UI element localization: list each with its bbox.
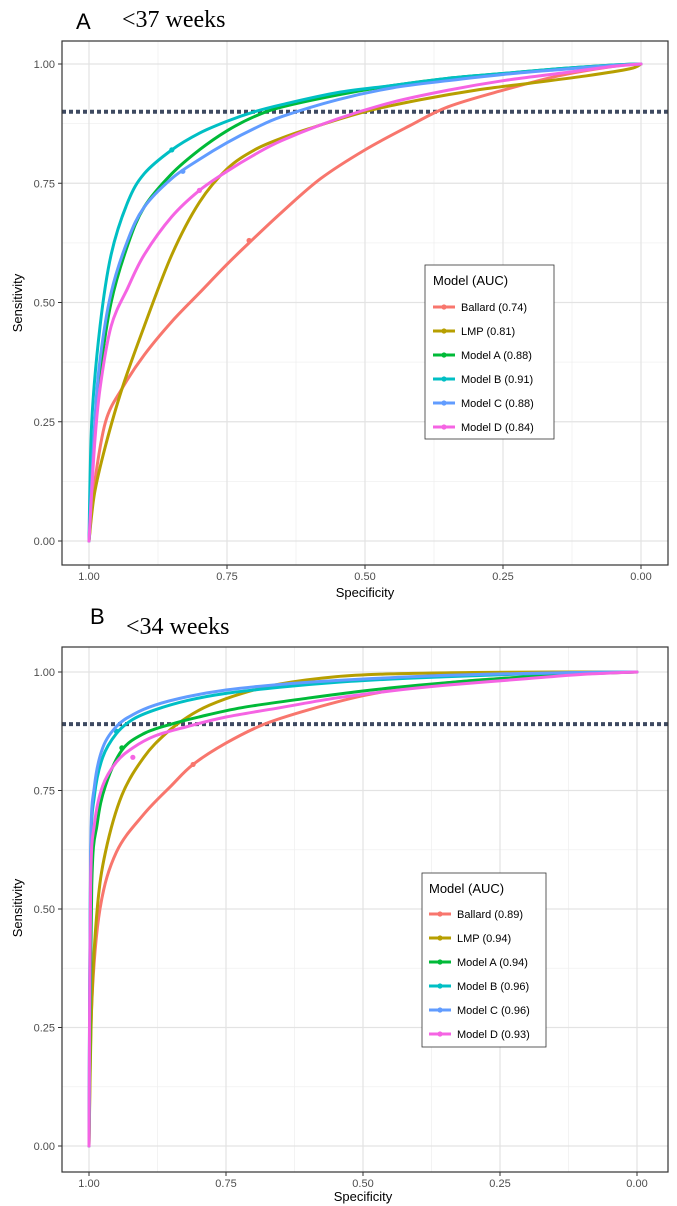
x-tick-label: 0.50 [352,1178,373,1190]
legend-label: Model D (0.93) [457,1029,530,1041]
legend-key-point [437,983,443,989]
roc-curve-2 [87,670,639,1148]
x-tick-label: 1.00 [78,571,99,583]
y-tick-label: 0.25 [34,417,55,429]
roc-curve-4 [87,62,643,543]
legend-label: Model C (0.88) [461,398,534,410]
panel-b-legend-items: Ballard (0.89) LMP (0.94) Model A (0.94) Mo… [429,909,530,1041]
legend-key-point [441,304,447,310]
threshold-point-0 [190,761,196,768]
x-tick-label: 0.25 [492,571,513,583]
legend-key-point [441,376,447,382]
y-tick-label: 1.00 [34,667,55,679]
threshold-point-5 [130,754,136,760]
panel-b-legend-box [421,872,547,1048]
y-tick-label: 0.75 [34,178,55,190]
threshold-point-2 [119,745,125,751]
panel-b: B <34 weeks 1.00 0.75 0.50 0.25 0.00 0.00 0.25… [10,604,669,1204]
panel-b-axis-ticks: 1.00 0.75 0.50 0.25 0.00 0.00 0.25 0.50 0.75 1.00 [34,667,648,1190]
legend-key-point [441,352,447,358]
panel-b-legend: Model (AUC) Ballard (0.89) LMP (0.94) Mode… [421,872,547,1048]
legend-label: Model B (0.91) [461,374,533,386]
panel-a-y-axis-title: Sensitivity [10,273,25,332]
y-tick-label: 0.50 [34,904,55,916]
panel-a-gridlines [62,41,668,565]
panel-b-x-axis-title: Specificity [334,1189,393,1204]
legend-key-point [441,400,447,406]
roc-curve-1 [87,62,643,543]
roc-curve-4 [87,670,639,1148]
y-tick-label: 0.00 [34,1141,55,1153]
legend-key-point [437,935,443,941]
panel-a-legend-title: Model (AUC) [433,273,508,288]
legend-key-point [437,911,443,917]
x-tick-label: 0.75 [215,1178,236,1190]
y-tick-label: 0.75 [34,786,55,798]
panel-a-x-axis-title: Specificity [336,585,395,600]
roc-curve-5 [87,670,639,1148]
x-tick-label: 0.00 [626,1178,647,1190]
legend-label: Model B (0.96) [457,981,529,993]
panel-a-letter: A [76,9,91,34]
panel-a: A <37 weeks 1.00 0.75 0.50 0.25 0.00 0.00 0.25… [10,7,669,600]
panel-b-roc-curves [87,670,639,1148]
panel-b-legend-title: Model (AUC) [429,881,504,896]
legend-key-point [441,424,447,430]
y-tick-label: 0.50 [34,298,55,310]
panel-b-letter: B [90,604,105,629]
legend-label: Model A (0.94) [457,957,528,969]
legend-key-point [441,328,447,334]
roc-curve-5 [87,62,643,543]
y-tick-label: 0.25 [34,1023,55,1035]
threshold-point-3 [169,147,175,153]
legend-label: Model C (0.96) [457,1005,530,1017]
panel-a-axis-ticks: 1.00 0.75 0.50 0.25 0.00 0.00 0.25 0.50 0.75 1.00 [34,59,652,583]
panel-b-y-axis-title: Sensitivity [10,878,25,937]
x-tick-label: 0.00 [630,571,651,583]
roc-curve-1 [87,670,639,1148]
legend-label: Ballard (0.74) [461,302,527,314]
panel-a-title: <37 weeks [122,7,226,33]
y-tick-label: 1.00 [34,59,55,71]
panel-b-title: <34 weeks [126,614,230,640]
legend-key-point [437,959,443,965]
panel-a-legend-box [424,264,555,440]
threshold-point-4 [180,168,186,174]
y-tick-label: 0.00 [34,536,55,548]
legend-label: Ballard (0.89) [457,909,523,921]
legend-label: Model D (0.84) [461,422,534,434]
panel-a-legend-items: Ballard (0.74) LMP (0.81) Model A (0.88) Mo… [433,302,534,434]
panel-a-legend: Model (AUC) Ballard (0.74) LMP (0.81) Mode… [424,264,555,440]
x-tick-label: 0.25 [489,1178,510,1190]
legend-label: Model A (0.88) [461,350,532,362]
legend-label: LMP (0.81) [461,326,515,338]
threshold-point-5 [196,187,202,194]
threshold-point-0 [246,237,252,244]
x-tick-label: 1.00 [78,1178,99,1190]
x-tick-label: 0.75 [216,571,237,583]
panel-a-roc-curves [87,62,643,543]
legend-key-point [437,1007,443,1013]
legend-label: LMP (0.94) [457,933,511,945]
legend-key-point [437,1031,443,1037]
x-tick-label: 0.50 [354,571,375,583]
panel-b-gridlines [62,647,668,1172]
